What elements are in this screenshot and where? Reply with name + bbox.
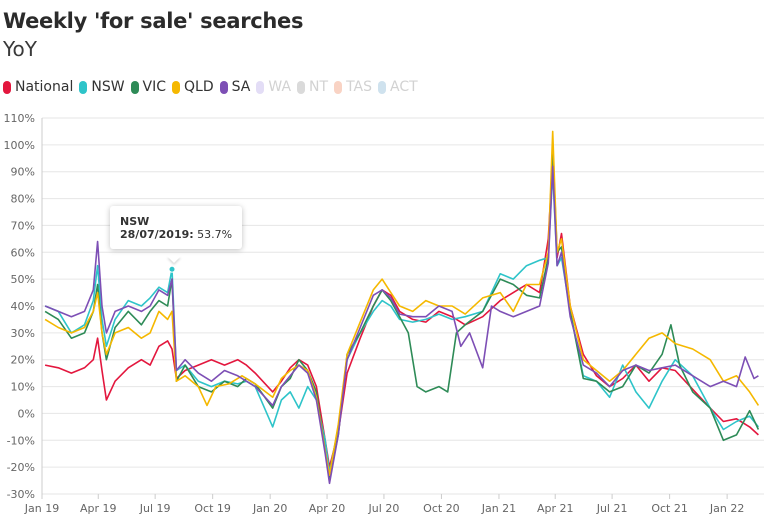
x-tick-label: Oct 19	[194, 502, 231, 515]
y-tick-label: 50%	[11, 273, 35, 286]
legend-swatch	[256, 80, 265, 94]
legend-label: VIC	[142, 79, 167, 95]
y-tick-label: 40%	[11, 300, 35, 313]
y-tick-label: 60%	[11, 246, 35, 259]
chart-title: Weekly 'for sale' searches	[3, 9, 304, 33]
x-tick-label: Jul 20	[368, 502, 400, 515]
legend-label: ACT	[390, 79, 418, 95]
x-tick-label: Jul 19	[139, 502, 171, 515]
chart-subtitle: YoY	[3, 37, 38, 61]
tooltip-point	[168, 265, 176, 273]
legend-item-qld[interactable]: QLD	[172, 79, 214, 95]
x-tick-label: Oct 21	[651, 502, 688, 515]
tooltip-series: NSW	[120, 215, 150, 228]
legend: National NSW VIC QLD SA WA NT TAS ACT	[3, 79, 424, 95]
y-tick-label: 90%	[11, 166, 35, 179]
y-tick-label: 110%	[4, 112, 35, 125]
y-tick-label: 0%	[18, 407, 35, 420]
series-lines	[44, 130, 760, 485]
legend-swatch	[79, 80, 88, 94]
x-axis: Jan 19 Apr 19 Jul 19 Oct 19 Jan 20 Apr 20 Jul …	[24, 494, 744, 515]
legend-swatch	[219, 80, 228, 94]
legend-item-vic[interactable]: VIC	[130, 79, 167, 95]
legend-swatch	[297, 80, 306, 94]
legend-label: WA	[268, 79, 292, 95]
series-line-sa	[44, 165, 759, 485]
x-tick-label: Apr 21	[537, 502, 574, 515]
x-tick-label: Apr 19	[80, 502, 117, 515]
x-tick-label: Jan 20	[252, 502, 287, 515]
tooltip-value: 53.7%	[197, 228, 233, 241]
legend-item-act[interactable]: ACT	[378, 79, 418, 95]
x-tick-label: Jul 21	[596, 502, 628, 515]
y-tick-label: 30%	[11, 327, 35, 340]
series-line-qld	[44, 130, 760, 476]
legend-label: TAS	[346, 79, 372, 95]
tooltip: NSW 28/07/2019: 53.7%	[110, 206, 243, 249]
legend-swatch	[334, 80, 343, 94]
y-axis: 110% 100% 90% 80% 70% 60% 50% 40% 30% 20% 10% 0% -10…	[4, 112, 35, 501]
x-tick-label: Jan 22	[709, 502, 744, 515]
legend-item-tas[interactable]: TAS	[334, 79, 372, 95]
y-tick-label: 20%	[11, 354, 35, 367]
series-line-vic	[44, 144, 760, 479]
y-tick-label: -20%	[7, 461, 35, 474]
tooltip-line: 28/07/2019: 53.7%	[120, 228, 232, 241]
legend-label: QLD	[184, 79, 214, 95]
y-tick-label: 100%	[4, 139, 35, 152]
legend-label: National	[15, 79, 74, 95]
x-tick-label: Apr 20	[309, 502, 346, 515]
series-line-national	[44, 157, 759, 468]
tooltip-arrow	[167, 256, 181, 263]
y-tick-label: 80%	[11, 193, 35, 206]
x-tick-label: Oct 20	[423, 502, 460, 515]
y-tick-label: -30%	[7, 488, 35, 501]
legend-label: SA	[231, 79, 251, 95]
legend-item-national[interactable]: National	[3, 79, 73, 95]
legend-label: NSW	[91, 79, 125, 95]
legend-swatch	[378, 80, 386, 94]
y-tick-label: 70%	[11, 219, 35, 232]
tooltip-date: 28/07/2019:	[120, 228, 194, 241]
legend-item-wa[interactable]: WA	[256, 79, 291, 95]
legend-item-nsw[interactable]: NSW	[79, 79, 125, 95]
x-tick-label: Jan 21	[481, 502, 516, 515]
legend-swatch	[3, 80, 11, 94]
legend-item-sa[interactable]: SA	[219, 79, 251, 95]
legend-swatch	[172, 80, 181, 94]
legend-swatch	[130, 80, 139, 94]
y-tick-label: 10%	[11, 381, 35, 394]
gridlines	[41, 117, 764, 495]
legend-label: NT	[309, 79, 329, 95]
y-tick-label: -10%	[7, 434, 35, 447]
x-tick-label: Jan 19	[24, 502, 59, 515]
legend-item-nt[interactable]: NT	[297, 79, 328, 95]
